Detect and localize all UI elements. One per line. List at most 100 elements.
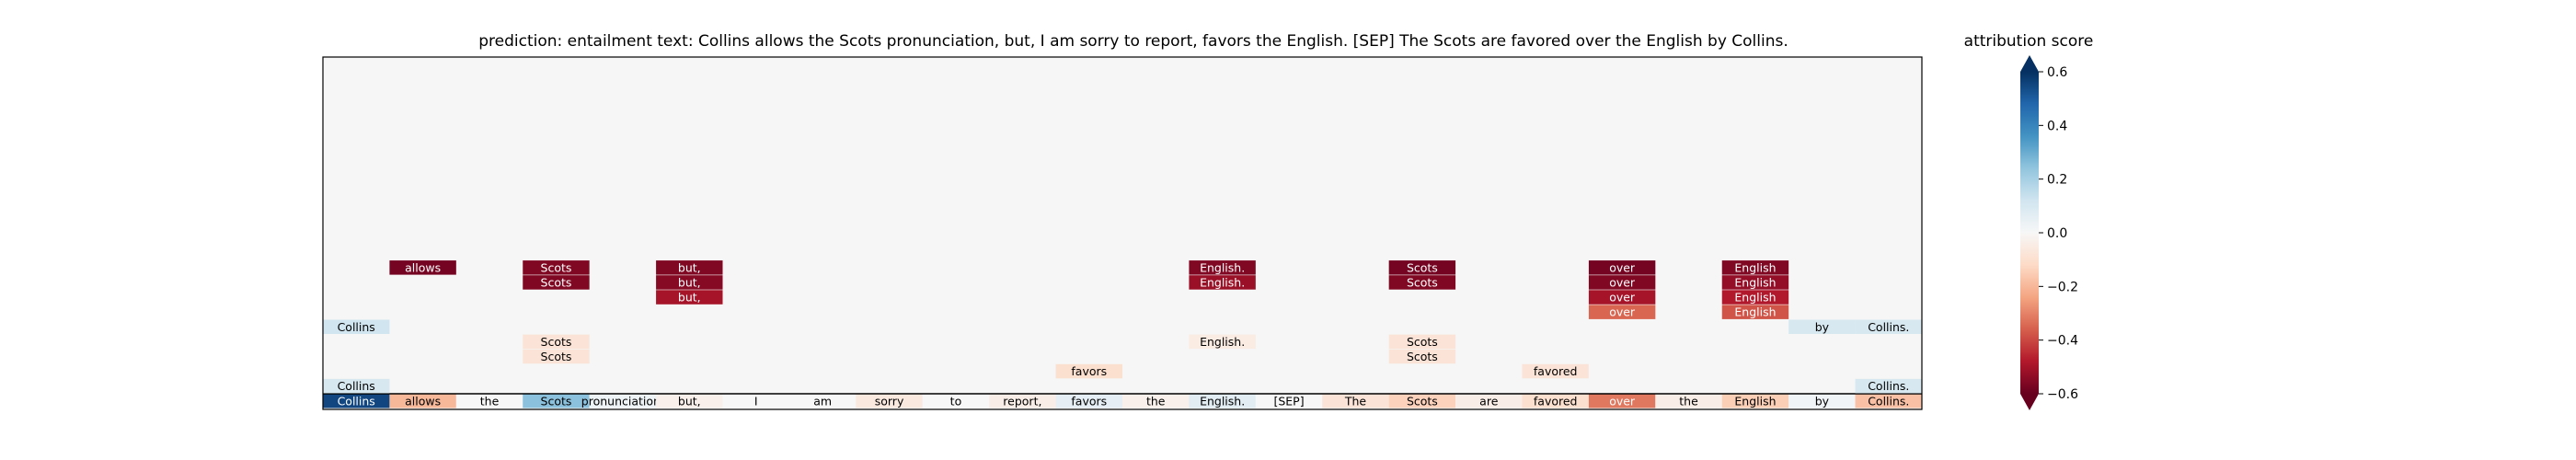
attribution-label: over (1609, 305, 1636, 319)
attribution-cell (323, 378, 390, 394)
attribution-label: Collins. (1868, 379, 1909, 393)
attribution-cell (1855, 378, 1922, 394)
colorbar-gradient (2020, 72, 2039, 394)
attribution-cell (523, 260, 590, 275)
token-row-cell (1788, 394, 1856, 408)
token-row-cell (856, 394, 923, 408)
attribution-cell (1721, 260, 1789, 275)
attribution-label: Collins (338, 320, 375, 334)
attribution-cell (1189, 260, 1256, 275)
attribution-label: over (1609, 260, 1636, 274)
attribution-cell (1388, 275, 1456, 290)
colorbar-tick-label: −0.2 (2047, 280, 2078, 294)
attribution-cell (1588, 275, 1656, 290)
attribution-label: English. (1200, 335, 1245, 349)
attribution-label: English (1734, 260, 1776, 274)
token-row-cell (1655, 394, 1722, 408)
attribution-cell (1588, 305, 1656, 319)
attribution-cell (1388, 260, 1456, 275)
attribution-cell (1588, 290, 1656, 305)
colorbar-top-extension (2020, 55, 2039, 72)
attribution-cell (389, 260, 456, 275)
attribution-label: English (1734, 291, 1776, 305)
attribution-label: favors (1071, 364, 1107, 378)
token-row-label: over (1609, 394, 1636, 408)
attribution-cell (1721, 275, 1789, 290)
token-row-cell (1721, 394, 1789, 408)
colorbar-title: attribution score (1964, 32, 2094, 51)
attribution-cell (1855, 319, 1922, 334)
attribution-cell (1788, 319, 1856, 334)
token-row-cell (523, 394, 590, 408)
token-row-cell (788, 394, 857, 408)
token-row-cell (989, 394, 1056, 408)
token-row-cell (1388, 394, 1456, 408)
attribution-cell (656, 290, 723, 305)
token-row-label: English. (1200, 394, 1245, 408)
token-row-cell (1255, 394, 1323, 408)
token-row-cell (1322, 394, 1389, 408)
token-row-label: Scots (541, 394, 572, 408)
token-row-cell (922, 394, 990, 408)
token-row-cell (589, 394, 657, 408)
attribution-cell (1588, 260, 1656, 275)
token-row-cell (1455, 394, 1523, 408)
attribution-cell (1388, 334, 1456, 350)
token-row-label: by (1815, 394, 1830, 408)
attribution-cell (523, 275, 590, 290)
attribution-label: Collins. (1868, 320, 1909, 334)
token-row-cell (323, 394, 390, 408)
token-row-label: Collins (338, 394, 375, 408)
attribution-label: English (1734, 275, 1776, 289)
attribution-cell (656, 260, 723, 275)
token-row-label: allows (405, 394, 441, 408)
token-row-label: favors (1071, 394, 1107, 408)
token-row-cell (1189, 394, 1256, 408)
attribution-label: Scots (541, 260, 572, 274)
attribution-label: Scots (541, 275, 572, 289)
attribution-label: allows (405, 260, 441, 274)
attribution-cell (1721, 305, 1789, 319)
token-row-label: sorry (875, 394, 904, 408)
token-row-cell (1588, 394, 1656, 408)
token-row-label: Collins. (1868, 394, 1909, 408)
attribution-cell (1522, 363, 1589, 379)
token-row-label: but, (678, 394, 701, 408)
attribution-label: Collins (338, 379, 375, 393)
attribution-label: but, (678, 275, 701, 289)
colorbar-tick-label: −0.6 (2047, 387, 2078, 402)
token-row-cell (389, 394, 456, 408)
attribution-label: Scots (541, 335, 572, 349)
attribution-cell (656, 275, 723, 290)
attribution-label: Scots (541, 350, 572, 363)
token-row-cell (1055, 394, 1122, 408)
attribution-label: Scots (1407, 260, 1438, 274)
colorbar-tick-label: 0.2 (2047, 173, 2067, 188)
token-row-label: to (950, 394, 962, 408)
attribution-label: Scots (1407, 275, 1438, 289)
attribution-cell (1721, 290, 1789, 305)
attribution-cell (1388, 349, 1456, 364)
token-row-cell (656, 394, 723, 408)
attribution-cell (1055, 363, 1122, 379)
token-row-cell (455, 394, 523, 408)
attribution-label: over (1609, 291, 1636, 305)
colorbar-tick-label: 0.4 (2047, 119, 2067, 133)
attribution-label: favored (1534, 364, 1578, 378)
attribution-cell (523, 334, 590, 350)
colorbar-tick-label: 0.0 (2047, 226, 2067, 241)
attribution-label: English. (1200, 275, 1245, 289)
attribution-cell (1189, 334, 1256, 350)
attribution-cell (323, 319, 390, 334)
colorbar-tick-label: 0.6 (2047, 65, 2067, 80)
token-row-label: are (1479, 394, 1499, 408)
token-row-label: the (1679, 394, 1698, 408)
heatmap-cells: Collins allows the Scots pronunciation, but, I… (323, 260, 1922, 408)
token-row-label: English (1734, 394, 1776, 408)
token-row-label: pronunciation, (581, 394, 664, 408)
token-row-label: the (480, 394, 500, 408)
attribution-label: over (1609, 275, 1636, 289)
token-row-label: report, (1003, 394, 1041, 408)
attribution-label: Scots (1407, 350, 1438, 363)
token-row-cell (1855, 394, 1922, 408)
